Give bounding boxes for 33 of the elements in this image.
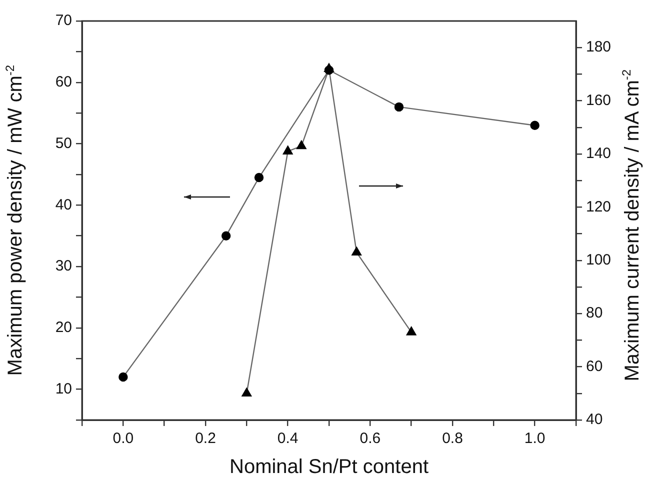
point <box>530 120 540 130</box>
point <box>394 102 404 112</box>
y-tick-label: 10 <box>55 380 72 398</box>
point <box>118 372 128 382</box>
y2-tick-label: 60 <box>586 358 603 375</box>
y-tick-label: 20 <box>55 319 72 336</box>
point <box>282 146 293 154</box>
x-tick-label: 0.6 <box>360 430 381 448</box>
y2-tick-label: 80 <box>586 304 603 322</box>
point <box>221 231 231 240</box>
y-tick-label: 50 <box>55 134 72 152</box>
point <box>352 246 362 256</box>
x-axis-title: Nominal Sn/Pt content <box>230 456 428 479</box>
y2-tick-label: 160 <box>586 92 612 109</box>
y-tick-label: 70 <box>55 12 72 30</box>
y-tick-label: 30 <box>55 258 72 275</box>
x-tick-label: 0.2 <box>195 430 216 448</box>
x-tick-label: 1.0 <box>524 430 546 448</box>
y2-tick-label: 100 <box>586 252 612 269</box>
y2-tick-label: 40 <box>586 411 603 428</box>
point <box>296 140 306 150</box>
y2-tick-label: 140 <box>586 145 612 162</box>
point <box>254 172 264 182</box>
point <box>242 388 252 396</box>
x-tick-label: 0.8 <box>442 430 463 448</box>
y2-tick-label: 180 <box>586 38 612 56</box>
y-tick-label: 60 <box>55 74 72 91</box>
y-tick-label: 40 <box>55 196 72 214</box>
x-tick-label: 0.0 <box>112 430 134 448</box>
point <box>324 66 334 75</box>
point <box>406 326 416 336</box>
y2-tick-label: 120 <box>586 198 612 216</box>
x-tick-label: 0.4 <box>277 430 298 448</box>
